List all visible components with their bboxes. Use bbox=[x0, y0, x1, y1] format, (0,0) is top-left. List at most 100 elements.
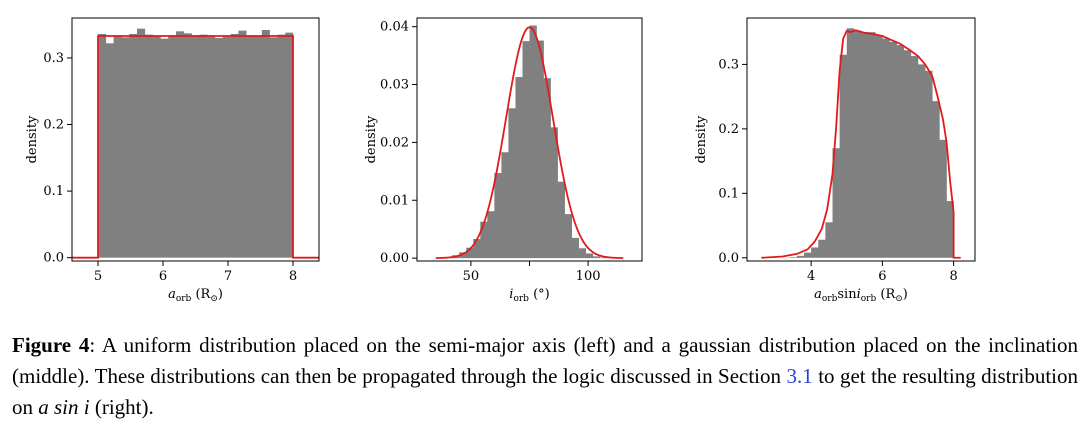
histogram-bar bbox=[868, 32, 876, 258]
model-line bbox=[435, 26, 624, 259]
histogram-bar bbox=[550, 127, 558, 259]
histogram-bar bbox=[494, 173, 502, 259]
histogram-bar bbox=[796, 255, 805, 258]
x-axis-label: aorbsiniorb (R⊙) bbox=[814, 287, 908, 304]
histogram-bar bbox=[522, 41, 530, 259]
histogram-bar bbox=[564, 214, 572, 259]
x-label-unit: (°) bbox=[529, 287, 550, 302]
x-label-sub: orb bbox=[822, 294, 838, 304]
histogram-bar bbox=[889, 41, 897, 258]
histogram-bar bbox=[910, 56, 919, 258]
histogram-bar bbox=[578, 248, 587, 259]
chart-panel-2: 50 100 0.00 0.01 0.02 0.03 0.04 density iorb (°) bbox=[364, 17, 643, 304]
y-axis-label: density bbox=[25, 115, 40, 163]
histogram-bar bbox=[222, 36, 231, 258]
histogram-bar bbox=[804, 252, 812, 258]
x-tick-label: 7 bbox=[224, 269, 232, 284]
histogram-bar bbox=[199, 34, 208, 258]
histogram-bar bbox=[215, 37, 224, 258]
y-tick-label: 0.0 bbox=[718, 251, 739, 266]
x-label-close: ) bbox=[903, 287, 908, 302]
figure-caption: Figure 4: A uniform distribution placed … bbox=[12, 330, 1078, 423]
caption-text-3: (right). bbox=[89, 395, 154, 419]
histogram-bar bbox=[592, 256, 601, 259]
y-tick-label: 0.2 bbox=[43, 118, 64, 133]
histogram-bar bbox=[875, 35, 883, 258]
histogram-bar bbox=[269, 37, 278, 258]
x-label-sub2: orb bbox=[861, 294, 877, 304]
model-line bbox=[72, 35, 319, 259]
histogram-bar bbox=[160, 38, 169, 258]
model-line bbox=[761, 29, 961, 259]
y-tick-label: 0.1 bbox=[718, 186, 739, 201]
histogram-bar bbox=[925, 70, 933, 258]
histogram-bar bbox=[825, 222, 833, 258]
histogram-bar bbox=[571, 237, 580, 259]
histogram-bar bbox=[144, 34, 153, 258]
x-tick-label: 8 bbox=[949, 269, 957, 284]
histogram-bar bbox=[183, 33, 192, 258]
histogram-bar bbox=[254, 35, 263, 258]
figure: 5 6 7 8 0.0 0.1 0.2 0.3 density aorb (R⊙) 50 100 0.0… bbox=[25, 17, 976, 304]
histogram-bar bbox=[529, 25, 537, 259]
histogram-bar bbox=[487, 211, 495, 259]
axes-frame bbox=[746, 17, 976, 262]
y-axis-label: density bbox=[364, 115, 379, 163]
y-tick-label: 0.03 bbox=[380, 78, 409, 93]
histogram-bar bbox=[585, 253, 594, 259]
histogram-bar bbox=[207, 36, 216, 258]
histogram-bar bbox=[896, 45, 905, 258]
histogram-bar bbox=[543, 78, 551, 259]
x-label-unit: (R bbox=[876, 287, 896, 302]
x-label-unit-sub: ⊙ bbox=[895, 294, 903, 304]
y-tick-label: 0.0 bbox=[43, 251, 64, 266]
histogram-bar bbox=[473, 239, 481, 259]
x-label-var: a bbox=[168, 287, 176, 302]
caption-text-1: : A uniform distribution placed on the s… bbox=[12, 333, 1078, 388]
histogram-bar bbox=[832, 148, 840, 258]
section-link[interactable]: 3.1 bbox=[786, 364, 813, 388]
histogram-bar bbox=[285, 32, 294, 258]
y-tick-label: 0.01 bbox=[380, 193, 409, 208]
histogram-bar bbox=[846, 28, 855, 258]
histogram-bar bbox=[932, 101, 940, 258]
histogram-bar bbox=[466, 247, 474, 259]
histogram-bar bbox=[557, 181, 565, 259]
histogram-bar bbox=[152, 35, 161, 258]
histogram-bar bbox=[459, 252, 467, 259]
histogram-bar bbox=[277, 34, 286, 258]
histogram-bar bbox=[121, 37, 130, 258]
histogram-bar bbox=[261, 29, 270, 258]
x-tick-label: 50 bbox=[463, 269, 480, 284]
caption-math: a sin i bbox=[38, 395, 90, 419]
histogram-bar bbox=[861, 32, 869, 258]
x-tick-label: 100 bbox=[576, 269, 601, 284]
histogram-bar bbox=[515, 77, 523, 259]
histogram-bar bbox=[946, 201, 954, 258]
axes-frame bbox=[71, 17, 320, 262]
caption-lead: Figure 4 bbox=[12, 333, 90, 357]
histogram-bar bbox=[501, 152, 509, 259]
x-label-close: ) bbox=[218, 287, 223, 302]
x-tick-label: 4 bbox=[807, 269, 815, 284]
x-label-var: i bbox=[509, 287, 513, 302]
histogram-bar bbox=[536, 40, 544, 259]
histogram-bar bbox=[811, 247, 819, 258]
x-axis-label: iorb (°) bbox=[509, 287, 549, 304]
caption-text-2: to get the resulting distribution on bbox=[12, 364, 1078, 419]
histogram-bar bbox=[98, 33, 107, 258]
histogram-bar bbox=[168, 35, 177, 258]
histogram-bar bbox=[238, 30, 247, 258]
histogram-bar bbox=[918, 64, 926, 258]
histogram-bar bbox=[113, 35, 122, 258]
x-tick-label: 6 bbox=[878, 269, 886, 284]
y-tick-label: 0.3 bbox=[718, 57, 739, 72]
histogram-bar bbox=[230, 33, 239, 258]
y-tick-label: 0.04 bbox=[380, 20, 409, 35]
x-tick-label: 6 bbox=[159, 269, 167, 284]
x-label-fn: sin bbox=[837, 287, 857, 302]
histogram-bar bbox=[191, 35, 200, 258]
x-label-var: a bbox=[814, 287, 822, 302]
